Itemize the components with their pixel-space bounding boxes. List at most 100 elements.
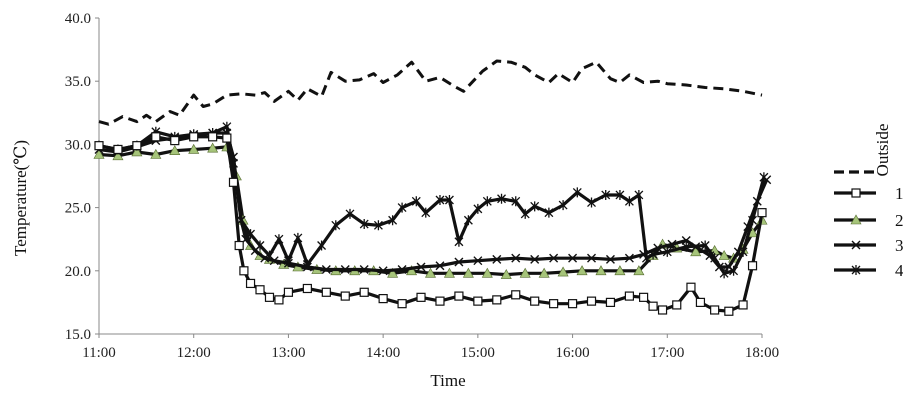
series-line: [98, 59, 763, 126]
series-point: [208, 132, 218, 142]
series-point: [207, 142, 219, 153]
legend-swatch-marker: [850, 214, 862, 225]
series-point: [435, 195, 445, 206]
series-point: [444, 195, 454, 206]
series-point: [340, 291, 350, 301]
series-point: [234, 240, 244, 251]
series-point: [397, 265, 407, 275]
series-point: [601, 189, 611, 200]
series-point: [690, 246, 702, 257]
series-point: [576, 265, 588, 276]
series-point: [443, 267, 455, 278]
series-point: [605, 297, 616, 307]
legend-swatch-marker: [851, 240, 861, 250]
series-point: [686, 282, 696, 292]
series-point: [416, 262, 426, 272]
series-point: [373, 220, 383, 231]
series-point: [653, 243, 663, 253]
series-point: [424, 267, 437, 278]
legend-item-4: 4: [834, 261, 903, 280]
x-tick-label: 17:00: [650, 345, 684, 361]
y-tick-label: 35.0: [65, 74, 91, 90]
series-point: [169, 145, 181, 156]
series-point: [388, 215, 398, 226]
series-point: [557, 266, 569, 277]
series-point: [283, 287, 294, 297]
legend-label: 2: [895, 211, 903, 230]
series-point: [255, 285, 265, 295]
series-point: [511, 290, 521, 300]
series-point: [544, 207, 554, 218]
series-point: [492, 295, 502, 305]
series-point: [302, 283, 312, 294]
series-point: [397, 202, 407, 213]
series-point: [302, 259, 312, 270]
series-point: [624, 196, 634, 207]
series-point: [274, 295, 284, 305]
series-point: [317, 240, 327, 251]
series-point: [614, 265, 626, 276]
series-point: [710, 253, 720, 264]
series-point: [132, 141, 142, 151]
chart-axes: [98, 18, 762, 335]
y-tick-label: 15.0: [65, 327, 91, 343]
series-point: [473, 203, 483, 214]
x-tick-label: 12:00: [177, 345, 211, 361]
series-point: [568, 253, 578, 263]
series-point: [151, 132, 161, 142]
series-point: [473, 296, 483, 306]
series-point: [239, 266, 249, 276]
series-point: [648, 301, 658, 311]
series-point: [246, 229, 256, 240]
y-tick-label: 30.0: [65, 137, 91, 153]
series-point: [188, 143, 200, 154]
series-point: [615, 189, 625, 200]
series-point: [757, 208, 767, 218]
legend-item-3: 3: [834, 236, 903, 255]
series-point: [500, 268, 512, 279]
series-point: [759, 172, 769, 183]
series-point: [131, 146, 143, 157]
series-point: [700, 240, 710, 251]
x-axis-ticks: 11:00 12:00 13:00 14:00 15:00 16:00 17:00 18:00: [82, 334, 779, 361]
series-point: [255, 240, 265, 251]
series-point: [245, 278, 256, 289]
x-tick-label: 13:00: [271, 345, 305, 361]
x-tick-label: 18:00: [745, 345, 779, 361]
series-point: [378, 294, 388, 304]
series-point: [463, 215, 473, 226]
series-point: [729, 265, 739, 276]
series-point: [641, 253, 651, 264]
series-point: [681, 241, 691, 252]
series-point: [321, 265, 331, 275]
series-point: [359, 287, 369, 297]
series-point: [549, 253, 559, 263]
series-point: [595, 265, 607, 276]
series-point: [497, 193, 506, 204]
series-point: [718, 250, 730, 260]
series-point: [321, 287, 331, 297]
series-point: [719, 268, 729, 279]
series-point: [454, 236, 464, 247]
series-point: [724, 306, 734, 316]
series-point: [520, 208, 530, 219]
series-point: [511, 196, 521, 207]
series-line: [98, 135, 764, 313]
y-axis-ticks: 15.0 20.0 25.0 30.0 35.0 40.0: [65, 11, 99, 343]
series-point: [416, 292, 426, 302]
series-point: [530, 254, 540, 264]
y-tick-label: 20.0: [65, 264, 91, 280]
series-point: [549, 299, 559, 309]
series-point: [667, 239, 677, 249]
series-point: [150, 148, 162, 159]
series-point: [639, 292, 649, 302]
x-tick-label: 15:00: [461, 345, 495, 361]
series-point: [567, 299, 578, 309]
series-point: [695, 297, 706, 307]
series-point: [624, 253, 634, 263]
series-point: [482, 196, 492, 207]
legend-swatch-marker: [851, 188, 861, 198]
legend-label: 4: [895, 261, 903, 280]
series-point: [538, 267, 550, 278]
